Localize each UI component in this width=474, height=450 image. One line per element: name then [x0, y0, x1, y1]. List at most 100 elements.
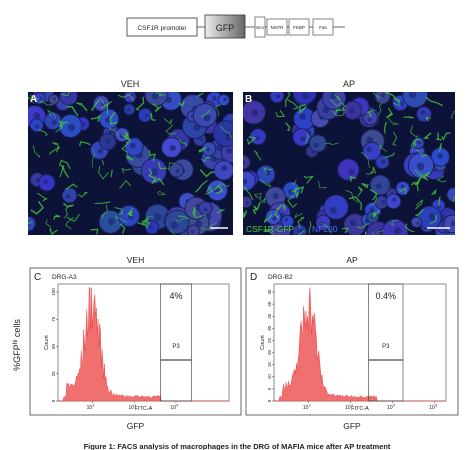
nucleus	[51, 119, 57, 126]
gfp-process	[65, 183, 78, 190]
nucleus	[42, 92, 48, 94]
gfp-process	[253, 205, 258, 211]
gate-name: P3	[382, 344, 390, 350]
gfp-process	[53, 214, 61, 221]
gfp-process	[63, 204, 71, 219]
gfp-process	[52, 142, 59, 148]
gfp-process	[297, 216, 305, 229]
gfp-process	[334, 94, 341, 102]
gfp-process	[91, 149, 95, 168]
x-tick-exp: 4	[176, 404, 178, 408]
gfp-process	[438, 196, 441, 207]
gfp-process	[216, 209, 225, 214]
nucleus	[366, 136, 374, 144]
y-tick-label: 10	[267, 374, 272, 380]
gfp-process	[410, 125, 419, 138]
gfp-process	[62, 202, 74, 208]
nucleus	[417, 140, 422, 145]
construct-label: Fas	[319, 25, 327, 30]
gfp-process	[372, 166, 376, 174]
gfp-process	[298, 229, 306, 235]
x-tick-base: 10	[87, 405, 93, 411]
y-tick-label: 25	[51, 371, 56, 377]
gfp-process	[285, 92, 291, 108]
nucleus	[416, 221, 420, 225]
gfp-process	[386, 116, 399, 125]
gfp-process	[114, 207, 124, 215]
panel-label: B	[245, 94, 252, 105]
gfp-process	[320, 222, 332, 234]
nucleus	[375, 183, 382, 190]
cell	[28, 215, 36, 232]
gfp-process	[243, 187, 254, 201]
gfp-process	[148, 150, 156, 161]
x-tick-exp: 3	[134, 404, 136, 408]
gfp-process	[452, 195, 455, 203]
gate	[368, 283, 404, 402]
y-axis-name: Count	[260, 335, 266, 350]
construct-label: CSF1R promoter	[137, 25, 187, 32]
nucleus	[33, 112, 41, 119]
gfp-process	[199, 169, 215, 178]
gfp-process	[125, 133, 131, 143]
micrograph	[243, 92, 455, 235]
nucleus	[393, 226, 402, 235]
cell	[308, 134, 327, 153]
gfp-process	[438, 142, 442, 153]
nucleus	[311, 150, 316, 155]
x-tick-exp: 5	[435, 404, 437, 408]
gfp-process	[121, 131, 130, 141]
nucleus	[272, 216, 277, 221]
gfp-process	[145, 215, 154, 227]
gfp-process	[384, 122, 388, 134]
gfp-process	[167, 162, 176, 171]
gfp-process	[451, 110, 455, 119]
gfp-process	[275, 203, 286, 212]
panel-label: D	[250, 272, 257, 283]
cell	[243, 154, 251, 170]
x-tick-base: 10	[429, 405, 435, 411]
gfp-process	[198, 146, 207, 153]
x-tick-base: 10	[345, 405, 351, 411]
condition-label: AP	[346, 255, 358, 265]
nucleus	[65, 194, 70, 199]
nucleus	[153, 213, 162, 221]
cell	[186, 224, 201, 235]
gfp-process	[256, 195, 266, 204]
gfp-process	[349, 175, 357, 182]
gfp-process	[415, 209, 424, 217]
cell	[321, 92, 347, 111]
nucleus	[223, 97, 227, 102]
nucleus	[126, 108, 131, 112]
gfp-process	[305, 133, 310, 144]
nucleus	[190, 229, 195, 234]
x-title: GFP	[343, 421, 361, 431]
y-title-main: %GFP	[12, 344, 22, 371]
nucleus	[225, 147, 233, 154]
gfp-process	[151, 176, 165, 186]
gfp-process	[275, 110, 286, 118]
x-axis-name: FITC-A	[351, 406, 369, 412]
nucleus	[437, 152, 443, 159]
gfp-process	[294, 213, 303, 219]
nucleus	[428, 213, 436, 221]
nucleus	[329, 92, 337, 100]
nucleus	[212, 95, 217, 101]
gfp-process	[441, 132, 451, 141]
gfp-process	[178, 215, 190, 219]
construct-label: GFP	[216, 23, 235, 33]
nucleus	[144, 113, 149, 118]
gfp-process	[416, 148, 428, 158]
gfp-process	[98, 165, 109, 180]
nucleus	[313, 142, 319, 148]
nucleus	[81, 122, 86, 127]
gfp-process	[341, 227, 350, 234]
gfp-process	[365, 109, 374, 118]
gfp-process	[403, 116, 415, 119]
gfp-process	[90, 228, 99, 235]
gfp-process	[379, 144, 388, 152]
x-tick-base: 10	[170, 405, 176, 411]
gfp-process	[59, 164, 64, 178]
nucleus	[221, 165, 228, 171]
nucleus	[170, 221, 178, 229]
